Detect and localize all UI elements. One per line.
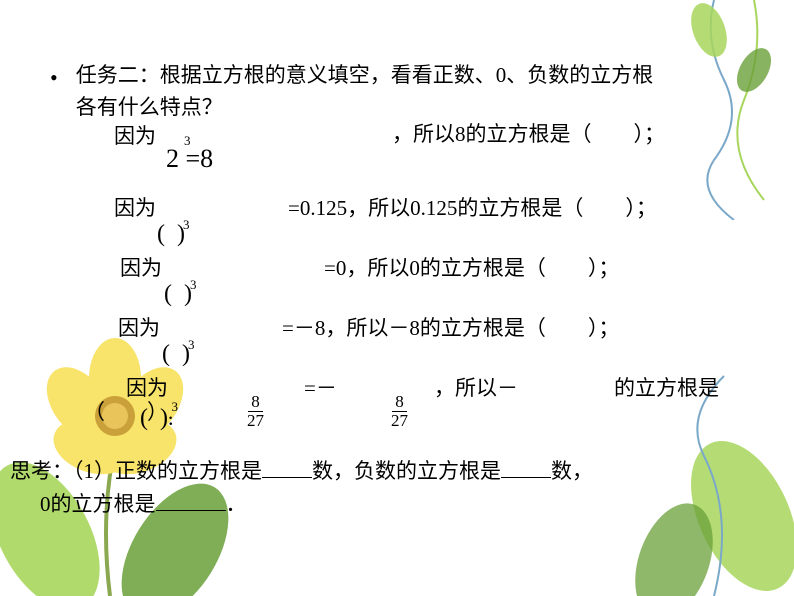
row5-tail2: （ ）. — [84, 397, 173, 429]
think-p3: 数， — [551, 459, 593, 483]
frac-den2: 27 — [388, 412, 411, 430]
think-label: 思考： — [10, 459, 73, 483]
blank-2 — [501, 455, 551, 478]
think-p1: （1）正数的立方根是 — [73, 459, 262, 483]
frac-num2: 8 — [392, 393, 407, 412]
row5-tail1: 的立方根是 — [614, 373, 719, 405]
task-heading: • 任务二：根据立方根的意义填空，看看正数、0、负数的立方根 各有什么特点？ — [50, 60, 744, 123]
slide-content: • 任务二：根据立方根的意义填空，看看正数、0、负数的立方根 各有什么特点？ 因… — [0, 0, 794, 540]
think-line2b: ． — [226, 492, 247, 516]
row3-rhs: =0，所以0的立方根是（ ）； — [324, 253, 619, 285]
row4-paren: ( )3 — [162, 335, 194, 372]
row1-prefix: 因为 — [114, 124, 156, 148]
fill-row-2: 因为 ( )3 =0.125，所以0.125的立方根是（ ）； — [114, 193, 744, 243]
row2-paren: ( )3 — [157, 215, 189, 252]
row3-prefix: 因为 — [120, 256, 162, 280]
think-block: 思考：（1）正数的立方根是 数，负数的立方根是 数， 0的立方根是 ． — [10, 455, 744, 520]
think-line2a: 0的立方根是 — [40, 492, 156, 516]
blank-1 — [262, 455, 312, 478]
fill-row-5: 因为 ( ).3 =－ 827 827 ，所以－ 的立方根是 （ ）. — [114, 373, 744, 437]
row5-frac2: 827 — [388, 393, 411, 430]
task-line1: 任务二：根据立方根的意义填空，看看正数、0、负数的立方根 — [76, 63, 654, 87]
fill-row-3: 因为 ( )3 =0，所以0的立方根是（ ）； — [114, 253, 744, 303]
row5-frac1: 827 — [244, 393, 267, 430]
frac-den: 27 — [244, 412, 267, 430]
task-text: 任务二：根据立方根的意义填空，看看正数、0、负数的立方根 各有什么特点？ — [76, 60, 654, 123]
row1-rhs: ，所以8的立方根是（ ）； — [392, 119, 665, 151]
row1-exp: 3 — [184, 131, 191, 151]
row4-rhs: =－8，所以－8的立方根是（ ）； — [282, 313, 619, 345]
fill-row-4: 因为 ( )3 =－8，所以－8的立方根是（ ）； — [114, 313, 744, 363]
row5-mid: ，所以－ — [434, 373, 518, 405]
row5-eq: =－ — [304, 373, 337, 405]
bullet-icon: • — [50, 60, 58, 95]
row3-paren: ( )3 — [164, 275, 196, 312]
blank-3 — [156, 488, 226, 511]
row2-rhs: =0.125，所以0.125的立方根是（ ）； — [288, 193, 657, 225]
fill-row-1: 因为 2 =8 3 ，所以8的立方根是（ ）； — [114, 121, 744, 171]
task-line2: 各有什么特点？ — [76, 95, 223, 119]
frac-num: 8 — [248, 393, 263, 412]
row2-prefix: 因为 — [114, 196, 156, 220]
think-p2: 数，负数的立方根是 — [312, 459, 501, 483]
row4-prefix: 因为 — [118, 316, 160, 340]
